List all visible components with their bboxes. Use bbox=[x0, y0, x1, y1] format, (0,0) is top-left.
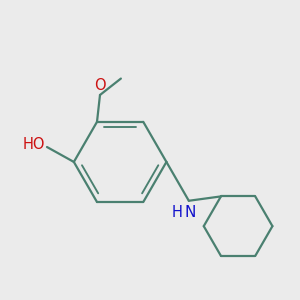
Text: N: N bbox=[184, 205, 196, 220]
Text: H: H bbox=[172, 205, 183, 220]
Text: HO: HO bbox=[23, 137, 46, 152]
Text: O: O bbox=[94, 79, 106, 94]
